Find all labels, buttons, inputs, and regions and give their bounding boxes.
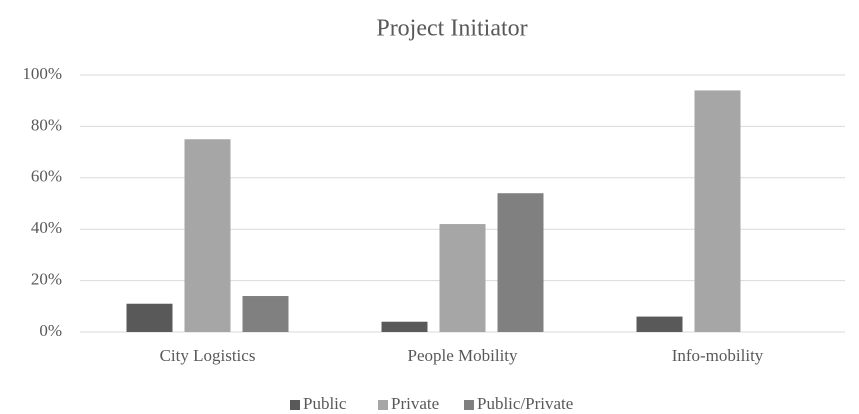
bar <box>636 316 683 332</box>
bar <box>242 296 289 332</box>
legend-label: Private <box>391 394 439 413</box>
legend-swatch <box>378 400 388 410</box>
bar <box>381 321 428 332</box>
chart-title: Project Initiator <box>376 16 527 42</box>
bar <box>694 90 741 332</box>
bar <box>184 139 231 332</box>
legend-label: Public/Private <box>477 394 573 413</box>
bar <box>439 224 486 332</box>
bar <box>126 303 173 332</box>
y-tick-label: 60% <box>31 167 62 186</box>
y-tick-label: 40% <box>31 218 62 237</box>
x-tick-label: People Mobility <box>407 346 518 365</box>
legend-swatch <box>464 400 474 410</box>
y-tick-label: 100% <box>22 64 62 83</box>
legend-swatch <box>290 400 300 410</box>
y-tick-label: 20% <box>31 270 62 289</box>
x-tick-label: City Logistics <box>160 346 256 365</box>
y-tick-label: 0% <box>39 321 62 340</box>
legend-label: Public <box>303 394 347 413</box>
bar <box>497 193 544 332</box>
y-tick-label: 80% <box>31 115 62 134</box>
x-tick-label: Info-mobility <box>672 346 764 365</box>
